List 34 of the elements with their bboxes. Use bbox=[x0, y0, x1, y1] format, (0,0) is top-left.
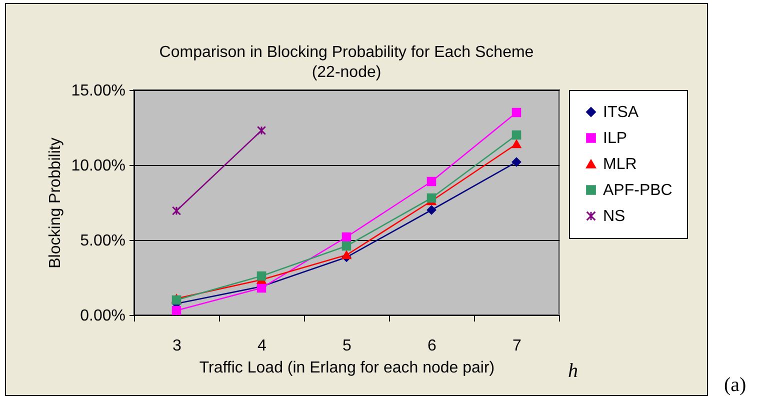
point bbox=[256, 271, 266, 281]
chart-title: Comparison in Blocking Probability for Each Scheme bbox=[159, 44, 534, 61]
legend-label: APF-PBC bbox=[603, 182, 672, 199]
legend-label: NS bbox=[603, 208, 626, 225]
legend-label: ITSA bbox=[603, 104, 639, 121]
legend-label: MLR bbox=[603, 156, 637, 173]
y-tick-label: 10.00% bbox=[71, 158, 126, 174]
x-tick-label: 3 bbox=[172, 338, 182, 354]
x-tick-label: 5 bbox=[342, 338, 352, 354]
legend-label: ILP bbox=[603, 130, 628, 147]
text: h bbox=[568, 360, 578, 383]
y-axis-title: Blocking Probbility bbox=[47, 138, 64, 268]
x-axis-title: Traffic Load (in Erlang for each node pair) bbox=[199, 360, 495, 376]
point bbox=[172, 306, 182, 316]
point bbox=[342, 241, 352, 251]
x-tick-label: 7 bbox=[512, 338, 522, 354]
point bbox=[342, 232, 352, 242]
point bbox=[342, 250, 352, 260]
x-tick-label: 4 bbox=[258, 338, 267, 354]
point bbox=[426, 193, 436, 203]
point bbox=[426, 176, 436, 186]
point bbox=[512, 108, 522, 118]
y-tick-label: 5.00% bbox=[80, 232, 126, 250]
y-tick-label: 15.00% bbox=[71, 82, 126, 100]
point bbox=[426, 205, 436, 215]
point bbox=[512, 157, 522, 167]
point bbox=[256, 126, 266, 136]
point bbox=[512, 140, 522, 148]
text: (a) bbox=[724, 374, 746, 397]
point bbox=[512, 130, 522, 140]
x-tick-label: 6 bbox=[428, 338, 437, 354]
y-tick-label: 0.00% bbox=[80, 308, 126, 324]
point bbox=[172, 206, 182, 216]
chart-subtitle: (22-node) bbox=[312, 64, 382, 81]
